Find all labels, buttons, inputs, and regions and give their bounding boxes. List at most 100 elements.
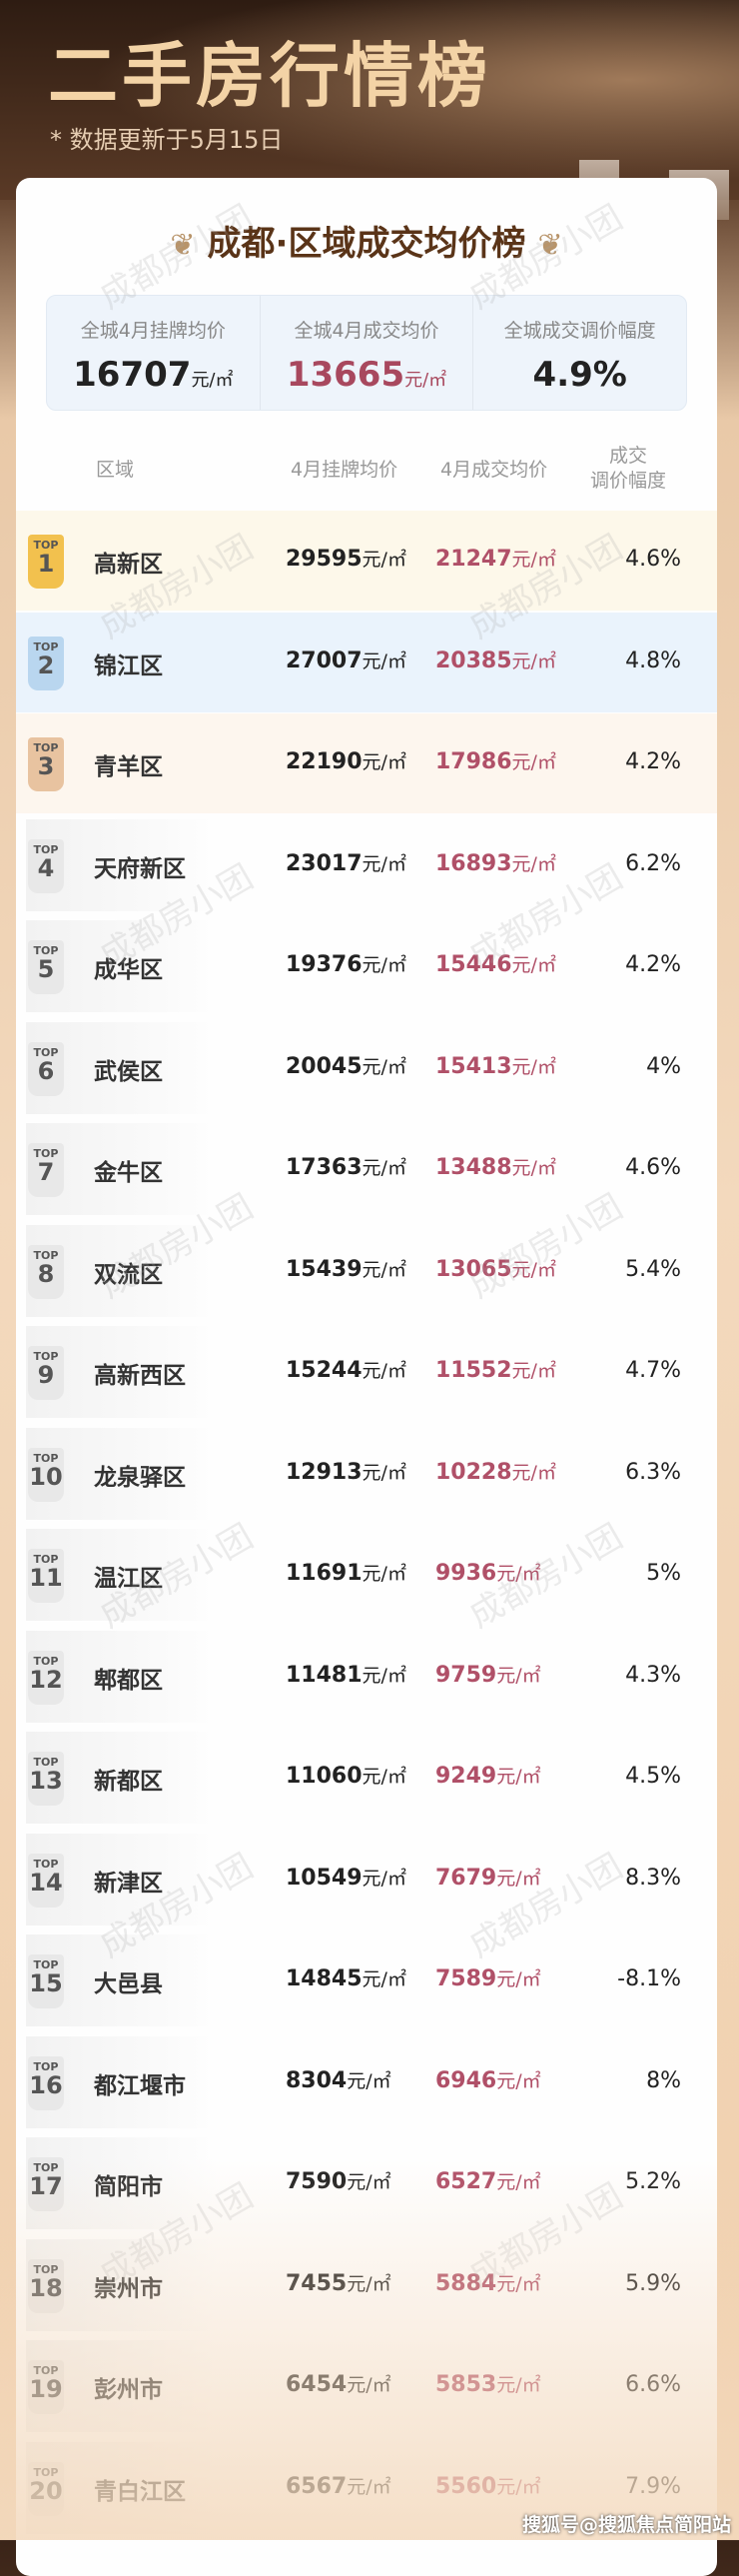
price-change: 4.8% bbox=[625, 647, 681, 673]
listing-price: 15244元/㎡ bbox=[286, 1358, 406, 1383]
price-change: 4.5% bbox=[625, 1764, 681, 1789]
update-note: * 数据更新于5月15日 bbox=[50, 126, 284, 154]
deal-price: 11552元/㎡ bbox=[435, 1358, 556, 1383]
listing-price: 27007元/㎡ bbox=[286, 647, 406, 673]
price-change: 4.3% bbox=[625, 1662, 681, 1688]
district-name: 都江堰市 bbox=[94, 2072, 186, 2099]
rank-badge: TOP 1 bbox=[28, 535, 64, 589]
price-change: 4% bbox=[646, 1053, 681, 1079]
rank-badge: TOP 14 bbox=[28, 1853, 64, 1908]
district-name: 双流区 bbox=[94, 1261, 163, 1288]
rank-badge: TOP 12 bbox=[28, 1650, 64, 1705]
table-row: TOP 3 青羊区 22190元/㎡ 17986元/㎡ 4.2% bbox=[16, 713, 717, 813]
district-name: 锦江区 bbox=[94, 652, 163, 679]
city-summary: 全城4月挂牌均价 16707元/㎡ 全城4月成交均价 13665元/㎡ 全城成交调价… bbox=[46, 295, 687, 411]
table-row: TOP 13 新都区 11060元/㎡ 9249元/㎡ 4.5% bbox=[16, 1728, 717, 1828]
deal-price: 13065元/㎡ bbox=[435, 1256, 556, 1282]
listing-price: 19376元/㎡ bbox=[286, 952, 406, 977]
bottom-fade bbox=[0, 2158, 739, 2540]
rank-badge: TOP 2 bbox=[28, 636, 64, 690]
price-change: 4.6% bbox=[625, 1155, 681, 1180]
deal-price: 6946元/㎡ bbox=[435, 2067, 541, 2093]
district-name: 武侯区 bbox=[94, 1058, 163, 1085]
rank-badge: TOP 3 bbox=[28, 737, 64, 791]
deal-price: 17986元/㎡ bbox=[435, 749, 556, 774]
table-row: TOP 14 新津区 10549元/㎡ 7679元/㎡ 8.3% bbox=[16, 1830, 717, 1930]
price-change: 8.3% bbox=[625, 1865, 681, 1891]
ranking-card: ❦ 成都·区域成交均价榜 ❦ 全城4月挂牌均价 16707元/㎡ 全城4月成交均价 13… bbox=[16, 178, 717, 2576]
rank-badge: TOP 7 bbox=[28, 1143, 64, 1197]
district-name: 成华区 bbox=[94, 957, 163, 983]
col-district: 区域 bbox=[96, 459, 135, 481]
listing-price: 23017元/㎡ bbox=[286, 850, 406, 876]
table-row: TOP 6 武侯区 20045元/㎡ 15413元/㎡ 4% bbox=[16, 1018, 717, 1118]
district-name: 金牛区 bbox=[94, 1160, 163, 1186]
district-name: 新津区 bbox=[94, 1870, 163, 1897]
summary-listing: 全城4月挂牌均价 16707元/㎡ bbox=[47, 296, 261, 410]
listing-price: 15439元/㎡ bbox=[286, 1256, 406, 1282]
table-row: TOP 2 锦江区 27007元/㎡ 20385元/㎡ 4.8% bbox=[16, 612, 717, 712]
price-change: -8.1% bbox=[617, 1966, 681, 1991]
listing-price: 8304元/㎡ bbox=[286, 2067, 391, 2093]
listing-price: 10549元/㎡ bbox=[286, 1865, 406, 1891]
deal-price: 16893元/㎡ bbox=[435, 850, 556, 876]
deal-price: 21247元/㎡ bbox=[435, 547, 556, 572]
table-row: TOP 9 高新西区 15244元/㎡ 11552元/㎡ 4.7% bbox=[16, 1322, 717, 1422]
district-name: 高新区 bbox=[94, 552, 163, 578]
price-change: 4.7% bbox=[625, 1358, 681, 1383]
rank-badge: TOP 8 bbox=[28, 1244, 64, 1299]
rank-badge: TOP 11 bbox=[28, 1549, 64, 1603]
district-name: 高新西区 bbox=[94, 1363, 186, 1389]
listing-price: 29595元/㎡ bbox=[286, 547, 406, 572]
col-change-2: 调价幅度 bbox=[589, 470, 666, 492]
page-title: 二手房行情榜 bbox=[48, 35, 491, 117]
summary-change: 全城成交调价幅度 4.9% bbox=[503, 320, 656, 395]
listing-price: 11060元/㎡ bbox=[286, 1764, 406, 1789]
deal-price: 15413元/㎡ bbox=[435, 1053, 556, 1079]
table-row: TOP 1 高新区 29595元/㎡ 21247元/㎡ 4.6% bbox=[16, 511, 717, 611]
table-row: TOP 5 成华区 19376元/㎡ 15446元/㎡ 4.2% bbox=[16, 916, 717, 1016]
price-change: 6.2% bbox=[625, 850, 681, 876]
rank-badge: TOP 4 bbox=[28, 838, 64, 893]
rank-badge: TOP 13 bbox=[28, 1752, 64, 1806]
price-change: 5% bbox=[646, 1561, 681, 1586]
table-row: TOP 16 都江堰市 8304元/㎡ 6946元/㎡ 8% bbox=[16, 2032, 717, 2132]
listing-price: 17363元/㎡ bbox=[286, 1155, 406, 1180]
deal-price: 9936元/㎡ bbox=[435, 1561, 541, 1586]
table-row: TOP 10 龙泉驿区 12913元/㎡ 10228元/㎡ 6.3% bbox=[16, 1424, 717, 1524]
col-listing: 4月挂牌均价 bbox=[291, 459, 398, 481]
table-row: TOP 11 温江区 11691元/㎡ 9936元/㎡ 5% bbox=[16, 1525, 717, 1625]
district-name: 新都区 bbox=[94, 1769, 163, 1795]
col-deal: 4月成交均价 bbox=[440, 459, 548, 481]
listing-price: 14845元/㎡ bbox=[286, 1966, 406, 1991]
deal-price: 9249元/㎡ bbox=[435, 1764, 541, 1789]
table-row: TOP 15 大邑县 14845元/㎡ 7589元/㎡ -8.1% bbox=[16, 1931, 717, 2030]
deal-price: 9759元/㎡ bbox=[435, 1662, 541, 1688]
listing-price: 20045元/㎡ bbox=[286, 1053, 406, 1079]
listing-price: 12913元/㎡ bbox=[286, 1459, 406, 1485]
source-watermark: 搜狐号@搜狐焦点简阳站 bbox=[521, 2514, 731, 2536]
price-change: 4.2% bbox=[625, 749, 681, 774]
district-name: 大邑县 bbox=[94, 1971, 163, 1997]
summary-deal: 全城4月成交均价 13665元/㎡ bbox=[261, 296, 474, 410]
district-name: 温江区 bbox=[94, 1566, 163, 1592]
laurel-right-icon: ❦ bbox=[537, 228, 563, 263]
table-row: TOP 7 金牛区 17363元/㎡ 13488元/㎡ 4.6% bbox=[16, 1119, 717, 1219]
rank-badge: TOP 16 bbox=[28, 2055, 64, 2110]
laurel-left-icon: ❦ bbox=[170, 228, 196, 263]
table-row: TOP 4 天府新区 23017元/㎡ 16893元/㎡ 6.2% bbox=[16, 815, 717, 915]
rank-badge: TOP 10 bbox=[28, 1447, 64, 1502]
price-change: 5.4% bbox=[625, 1256, 681, 1282]
deal-price: 13488元/㎡ bbox=[435, 1155, 556, 1180]
rank-badge: TOP 15 bbox=[28, 1954, 64, 2008]
listing-price: 22190元/㎡ bbox=[286, 749, 406, 774]
district-name: 龙泉驿区 bbox=[94, 1464, 186, 1491]
rank-badge: TOP 6 bbox=[28, 1041, 64, 1096]
rank-badge: TOP 9 bbox=[28, 1346, 64, 1400]
table-row: TOP 12 郫都区 11481元/㎡ 9759元/㎡ 4.3% bbox=[16, 1627, 717, 1727]
price-change: 6.3% bbox=[625, 1459, 681, 1485]
rank-badge: TOP 5 bbox=[28, 940, 64, 994]
price-change: 4.2% bbox=[625, 952, 681, 977]
table-header: 区域 4月挂牌均价 4月成交均价 成交 调价幅度 bbox=[16, 445, 717, 505]
deal-price: 7679元/㎡ bbox=[435, 1865, 541, 1891]
